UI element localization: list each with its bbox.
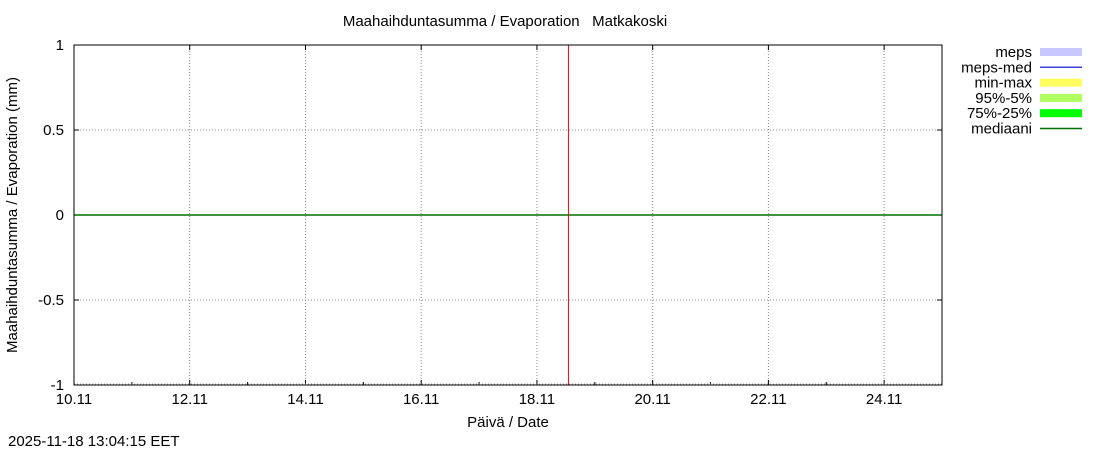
- chart-title: Maahaihduntasumma / Evaporation Matkakos…: [343, 13, 667, 30]
- y-axis-label: Maahaihduntasumma / Evaporation (mm): [4, 77, 21, 353]
- y-tick-label: 0.5: [43, 122, 64, 139]
- x-tick-label: 24.11: [866, 391, 902, 408]
- y-tick-label: -0.5: [38, 292, 64, 309]
- x-tick-label: 12.11: [172, 391, 208, 408]
- legend-label: 75%-25%: [967, 105, 1032, 122]
- legend-label: 95%-5%: [975, 90, 1032, 107]
- legend-swatch: [1040, 109, 1082, 118]
- legend-swatch: [1040, 93, 1082, 102]
- x-tick-label: 18.11: [519, 391, 555, 408]
- plot-frame: [73, 44, 943, 386]
- legend-swatch: [1040, 48, 1082, 56]
- legend-label: meps: [995, 44, 1032, 61]
- timestamp: 2025-11-18 13:04:15 EET: [8, 433, 180, 450]
- legend-label: meps-med: [961, 59, 1032, 76]
- y-tick-label: 0: [56, 207, 64, 224]
- x-tick-label: 16.11: [403, 391, 439, 408]
- legend-label: mediaani: [971, 121, 1032, 138]
- legend-swatch: [1040, 78, 1082, 87]
- x-tick-label: 22.11: [750, 391, 786, 408]
- x-tick-label: 20.11: [634, 391, 670, 408]
- y-tick-label: 1: [56, 37, 64, 54]
- legend-label: min-max: [974, 75, 1032, 92]
- x-tick-label: 14.11: [287, 391, 323, 408]
- x-axis-label: Päivä / Date: [467, 414, 549, 431]
- x-tick-label: 10.11: [56, 391, 92, 408]
- y-tick-label: -1: [51, 377, 64, 394]
